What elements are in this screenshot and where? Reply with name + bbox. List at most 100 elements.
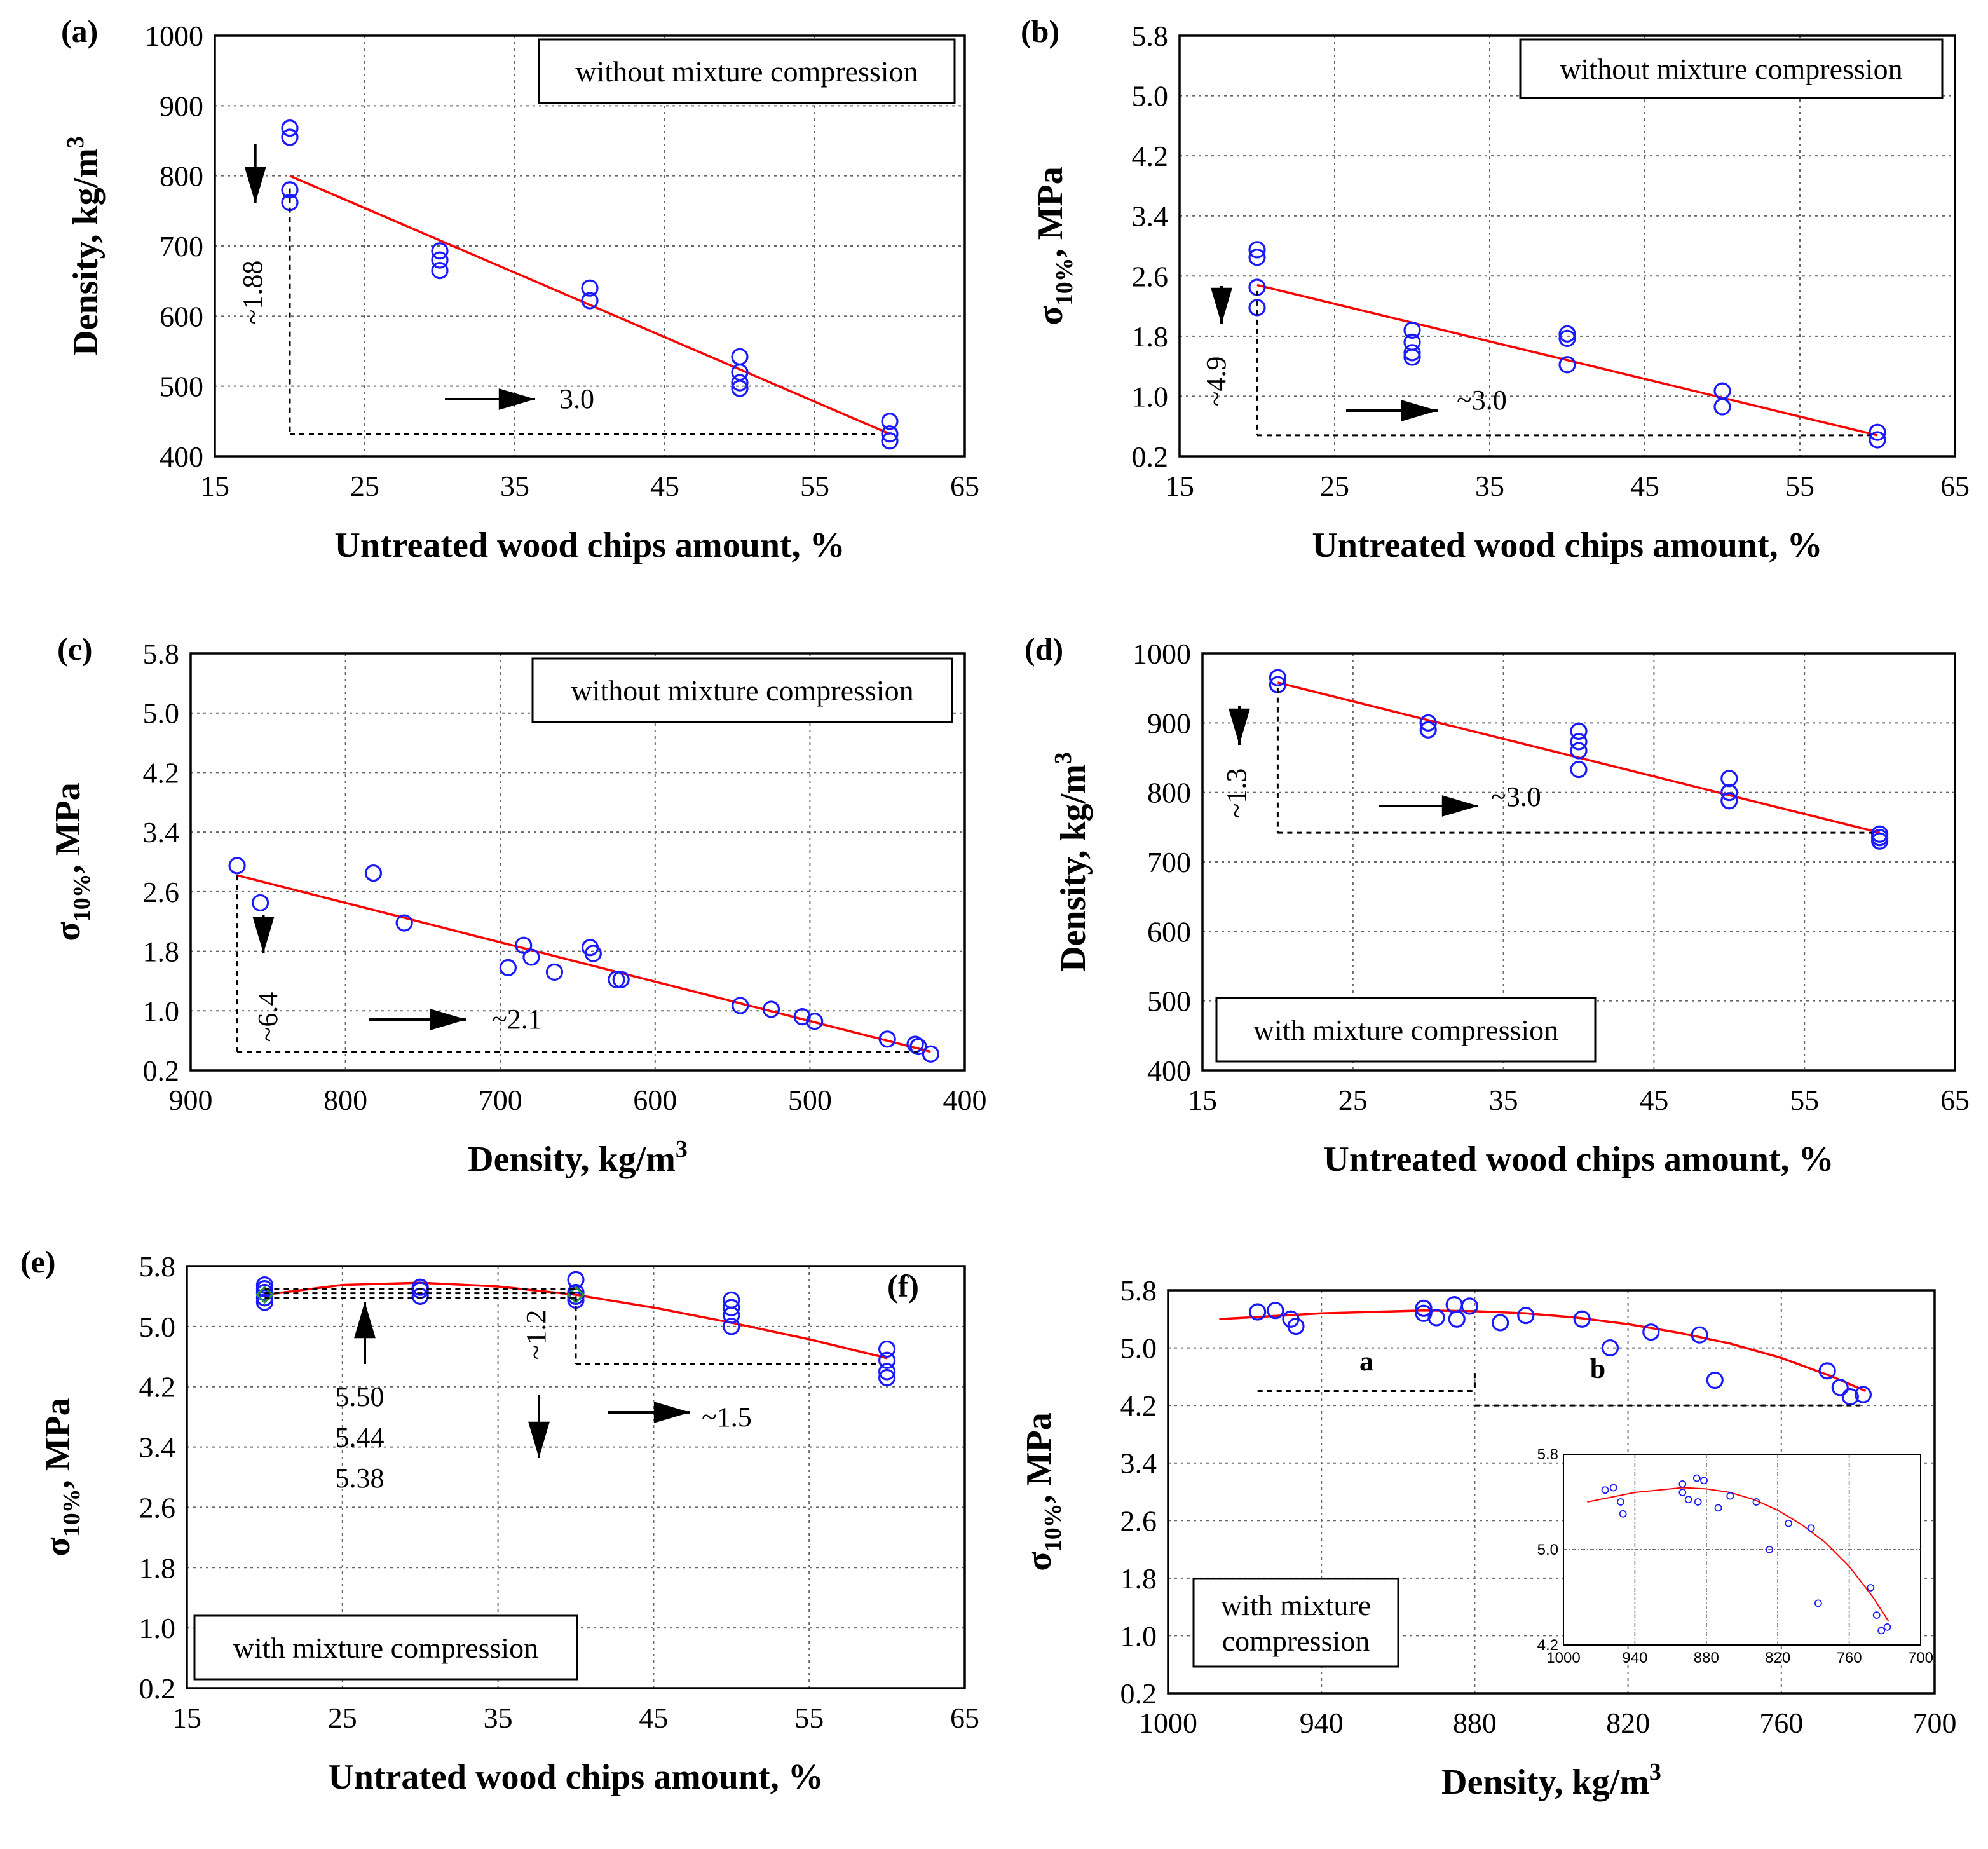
y-axis-label: σ10%, MPa — [48, 782, 95, 941]
y-tick-label: 1.8 — [1132, 320, 1169, 353]
y-tick-label: 5.0 — [143, 697, 180, 730]
inset-x-tick-label: 940 — [1622, 1649, 1647, 1667]
data-point — [878, 1030, 896, 1048]
data-point — [878, 1368, 896, 1387]
data-point — [431, 262, 449, 280]
data-point — [881, 425, 899, 443]
data-point — [723, 1299, 740, 1316]
y-axis-label-rest: , MPa — [1031, 167, 1070, 257]
plot-frame — [186, 1265, 966, 1689]
data-point — [1267, 1302, 1284, 1320]
data-point — [581, 292, 599, 310]
data-point — [1248, 299, 1266, 317]
annotation-horizontal: ~3.0 — [1491, 781, 1541, 812]
y-axis-label-sub: 10% — [1040, 1503, 1066, 1552]
y-tick-label: 900 — [1147, 707, 1191, 739]
fit-line — [1256, 283, 1878, 437]
x-tick-label: 700 — [1913, 1707, 1957, 1739]
panel-label: (c) — [57, 631, 93, 667]
region-label: a — [1359, 1346, 1373, 1377]
y-tick-label: 4.2 — [1132, 140, 1169, 172]
y-tick-label: 1.0 — [1132, 380, 1169, 413]
data-point — [281, 119, 299, 137]
inset-data-point — [1700, 1477, 1708, 1485]
data-point — [1558, 356, 1576, 374]
value-label: 5.50 — [336, 1381, 385, 1412]
annotation-vertical: ~6.4 — [252, 992, 283, 1042]
legend-box: with mixture compression — [193, 1614, 578, 1681]
y-tick-label: 1000 — [1133, 638, 1191, 670]
panel-label: (e) — [20, 1244, 56, 1279]
legend-text: with mixture compression — [1253, 1014, 1558, 1046]
arrow-head — [1441, 795, 1478, 817]
panel-e: 15 25 35 45 55 65 0.2 1.0 1.8 2.6 3.4 4.2 5.0 5.8 (e) U… — [20, 1244, 979, 1797]
x-axis-label: Untreated wood chips amount, % — [1323, 1140, 1834, 1179]
data-point — [1570, 722, 1588, 740]
y-axis-label-text: Density, kg/m — [66, 148, 106, 356]
y-tick-label: 0.2 — [143, 1054, 180, 1087]
x-tick-label: 55 — [800, 470, 829, 502]
x-tick-label: 65 — [950, 470, 979, 502]
data-point — [1570, 742, 1588, 760]
x-tick-label: 800 — [323, 1084, 367, 1116]
arrow-head — [1401, 400, 1438, 421]
x-tick-label: 400 — [943, 1084, 987, 1116]
panel-c: 900 800 700 600 500 400 0.2 1.0 1.8 2.6 3.4 4.2 5.0 5… — [48, 631, 987, 1179]
inset-data-point — [1752, 1498, 1760, 1506]
data-point — [1706, 1371, 1724, 1389]
arrow-head — [252, 917, 275, 953]
inset-fit-line — [1587, 1487, 1889, 1622]
y-tick-label: 400 — [160, 440, 203, 473]
inset-data-point — [1617, 1498, 1624, 1506]
y-tick-label: 5.0 — [139, 1311, 176, 1343]
y-tick-label: 1.0 — [143, 995, 180, 1027]
arrow-head — [244, 167, 266, 203]
data-point — [255, 1293, 273, 1311]
x-tick-label: 45 — [1639, 1084, 1668, 1116]
x-tick-label: 55 — [1790, 1084, 1819, 1116]
x-tick-label: 25 — [1320, 470, 1349, 502]
value-label: 5.44 — [336, 1422, 385, 1453]
y-tick-label: 4.2 — [143, 756, 180, 789]
data-point — [1403, 321, 1421, 339]
x-tick-label: 760 — [1759, 1707, 1803, 1739]
x-axis-label: Density, kg/m3 — [468, 1136, 688, 1179]
inset-data-point — [1601, 1486, 1609, 1494]
y-tick-label: 800 — [1147, 777, 1191, 809]
data-point — [1854, 1386, 1872, 1403]
x-tick-label: 65 — [1940, 470, 1970, 502]
data-point — [1517, 1307, 1535, 1325]
y-tick-label: 2.6 — [143, 876, 180, 908]
data-point — [732, 997, 749, 1014]
y-tick-label: 0.2 — [1120, 1677, 1157, 1710]
plot-frame — [1167, 1289, 1936, 1695]
y-axis-label-rest: , MPa — [1019, 1412, 1059, 1503]
legend-frame — [531, 657, 953, 723]
y-tick-label: 600 — [160, 300, 203, 332]
y-tick-label: 1000 — [145, 20, 203, 52]
panel-f: 1000 940 880 820 760 700 0.2 1.0 1.8 2.6 3.4 4.2 5.0… — [887, 1268, 1957, 1802]
data-point — [1601, 1339, 1619, 1357]
data-point — [584, 945, 602, 962]
legend-text: with mixture — [1221, 1589, 1371, 1621]
data-point — [731, 348, 749, 365]
annotation-vertical: ~1.2 — [521, 1310, 552, 1360]
inset-data-point — [1684, 1496, 1692, 1504]
data-point — [762, 1000, 780, 1018]
x-tick-label: 25 — [350, 470, 379, 502]
legend-text: without mixture compression — [575, 55, 918, 88]
legend-frame — [1192, 1578, 1399, 1668]
data-point — [1570, 733, 1588, 751]
y-tick-label: 3.4 — [143, 816, 180, 849]
y-axis-label: σ10%, MPa — [1019, 1412, 1066, 1571]
arrow-head — [653, 1402, 690, 1423]
x-tick-label: 65 — [1940, 1084, 1970, 1116]
y-tick-label: 1.0 — [1120, 1620, 1157, 1652]
legend-frame — [538, 38, 956, 104]
y-tick-label: 5.8 — [1120, 1274, 1157, 1307]
data-point — [281, 181, 299, 199]
data-point — [395, 914, 413, 932]
legend-text: without mixture compression — [1560, 53, 1902, 85]
y-axis-label-rest: , MPa — [48, 782, 88, 873]
inset-data-point — [1609, 1484, 1617, 1492]
